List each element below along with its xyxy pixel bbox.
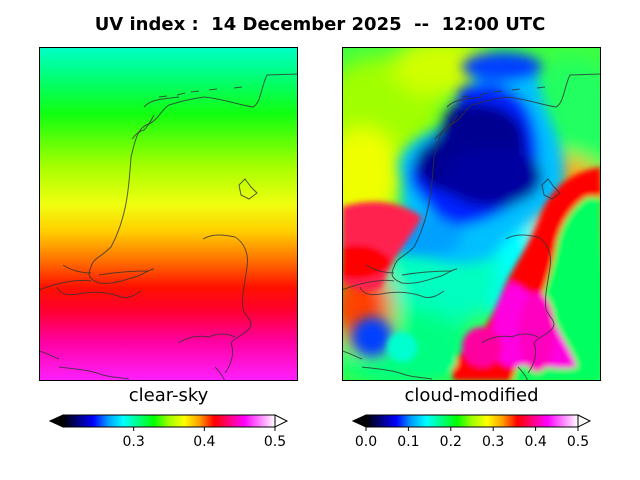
map-title: UV index : 14 December 2025 -- 12:00 UTC bbox=[94, 14, 546, 35]
clear-sky-field bbox=[39, 47, 298, 381]
coastline-outline bbox=[342, 73, 601, 381]
clear-sky-caption: clear-sky bbox=[128, 385, 209, 406]
colorbar-tick-label: 0.5 bbox=[263, 434, 287, 450]
coastline-outline bbox=[39, 73, 298, 381]
clear-sky-map bbox=[39, 47, 298, 381]
colorbar-tick-label: 0.0 bbox=[354, 434, 378, 450]
cloud-modified-map bbox=[342, 47, 601, 381]
clear-sky-colorbar bbox=[48, 412, 289, 436]
colorbar-tick-label: 0.5 bbox=[566, 434, 590, 450]
cloud-modified-field bbox=[342, 47, 601, 381]
cloud-modified-caption: cloud-modified bbox=[404, 385, 539, 406]
colorbar-tick-label: 0.4 bbox=[193, 434, 216, 450]
cloud-modified-colorbar bbox=[351, 412, 592, 436]
colorbar-tick-label: 0.1 bbox=[397, 434, 420, 450]
colorbar-tick-label: 0.2 bbox=[439, 434, 462, 450]
colorbar-tick-label: 0.4 bbox=[524, 434, 547, 450]
colorbar-tick-label: 0.3 bbox=[482, 434, 505, 450]
colorbar-tick-label: 0.3 bbox=[122, 434, 145, 450]
